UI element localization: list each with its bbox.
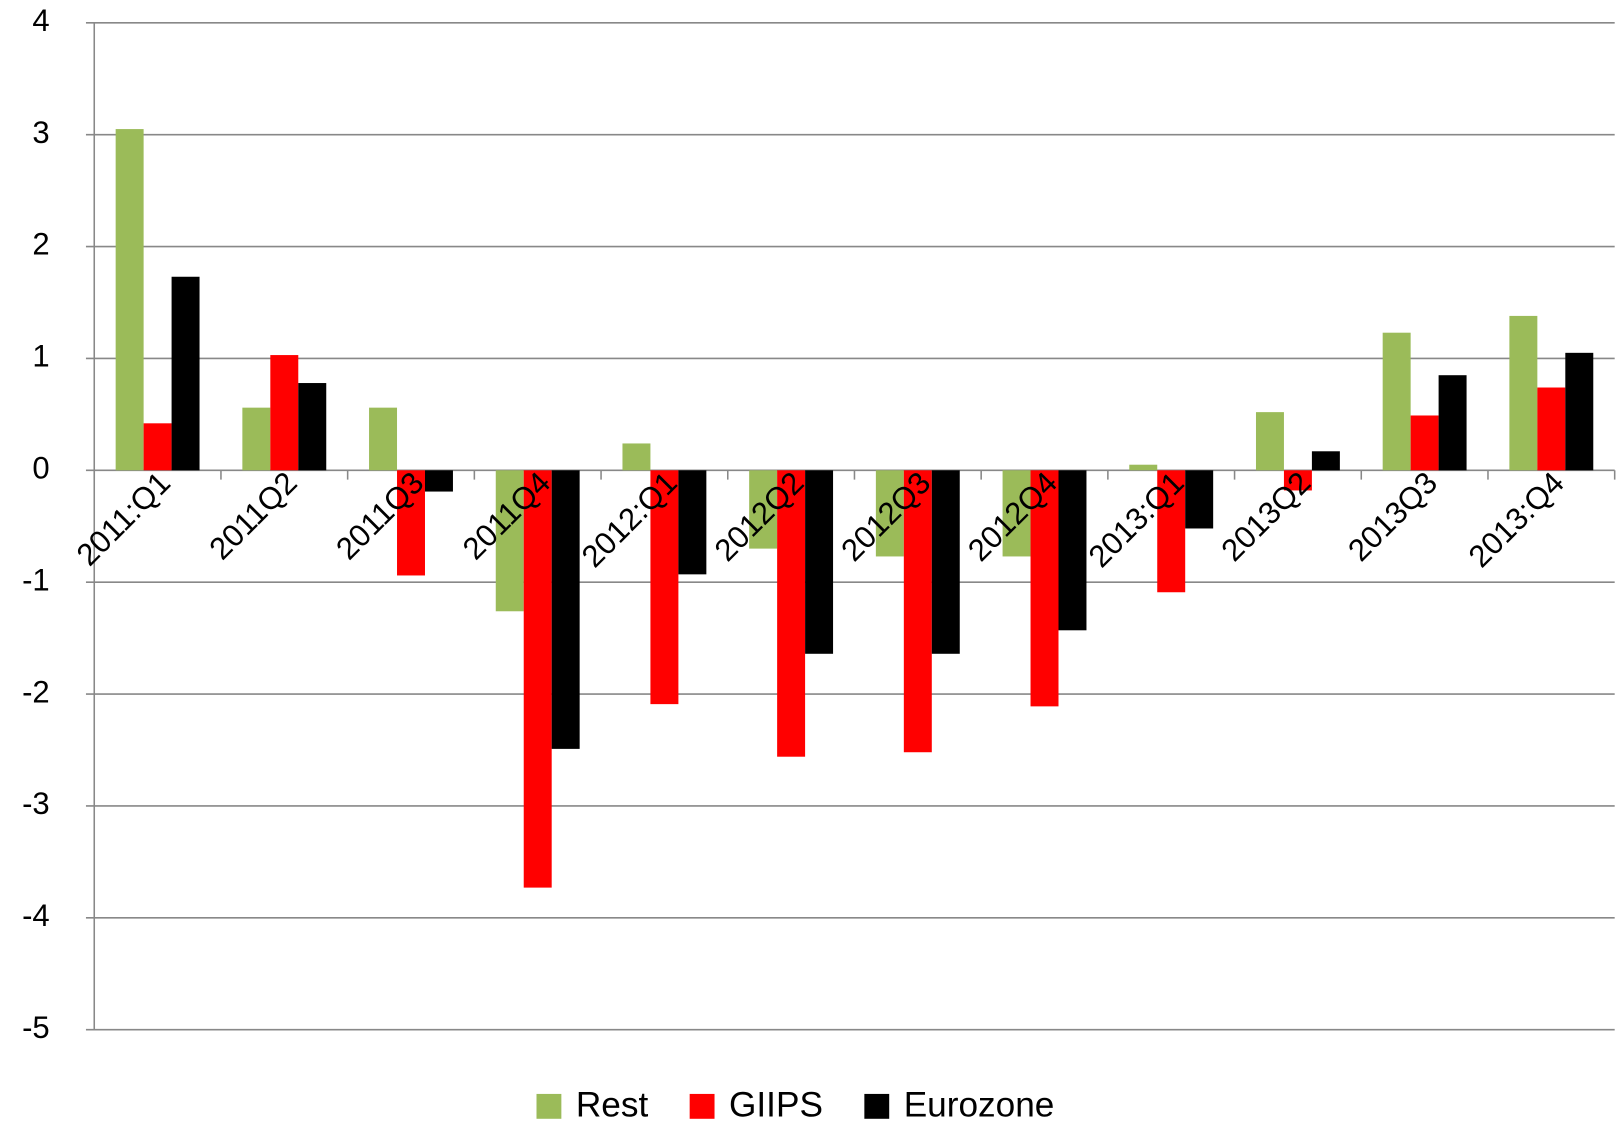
y-tick-label: -1 — [22, 562, 50, 597]
bar — [1410, 415, 1439, 471]
bar — [1058, 470, 1087, 631]
legend-label: Rest — [576, 1086, 649, 1125]
y-tick-label: -2 — [22, 674, 50, 709]
y-tick-label: -4 — [22, 898, 50, 933]
x-tick-label: 2013Q2 — [1214, 465, 1317, 568]
bar — [1438, 375, 1467, 471]
bar — [270, 355, 299, 471]
x-tick-label: 2013Q3 — [1341, 465, 1444, 568]
y-tick-label: 2 — [32, 227, 49, 262]
legend-label: GIIPS — [729, 1086, 823, 1125]
bar — [1030, 470, 1059, 707]
bar — [903, 470, 932, 753]
bar — [1255, 412, 1284, 471]
bar — [622, 443, 651, 471]
legend-swatch — [689, 1093, 715, 1119]
bar — [650, 470, 679, 705]
y-tick-label: -5 — [22, 1010, 50, 1045]
bar — [1185, 470, 1214, 529]
bar — [551, 470, 580, 749]
y-tick-label: 3 — [32, 115, 49, 150]
bar — [495, 470, 524, 612]
bar — [1565, 352, 1594, 471]
y-tick-label: 1 — [32, 339, 49, 374]
x-tick-label: 2013:Q4 — [1462, 465, 1571, 574]
bar — [298, 383, 327, 471]
bar — [369, 407, 398, 471]
y-tick-label: -3 — [22, 786, 50, 821]
bar — [171, 276, 200, 471]
bar — [749, 470, 778, 549]
bar — [678, 470, 707, 575]
y-tick-label: 4 — [32, 3, 49, 38]
bar — [1283, 470, 1312, 491]
bar — [397, 470, 425, 576]
y-tick-label: 0 — [32, 451, 49, 486]
bar — [424, 470, 453, 492]
x-tick-label: 2011:Q1 — [70, 465, 177, 572]
legend-swatch — [864, 1093, 890, 1119]
bar — [1509, 315, 1538, 471]
bar — [1537, 387, 1566, 471]
bar — [143, 423, 172, 471]
bar — [1002, 470, 1031, 557]
bar — [1311, 451, 1340, 471]
bar — [242, 407, 271, 471]
bar — [931, 470, 960, 654]
bar — [777, 470, 806, 757]
bar — [1382, 332, 1411, 471]
bar — [115, 129, 144, 471]
bar — [1157, 470, 1186, 593]
bar — [1129, 464, 1158, 471]
legend-swatch — [536, 1093, 562, 1119]
bar — [805, 470, 834, 654]
bar — [523, 470, 552, 888]
bar — [875, 470, 904, 557]
x-tick-label: 2011Q2 — [202, 465, 303, 566]
legend-label: Eurozone — [904, 1086, 1055, 1125]
